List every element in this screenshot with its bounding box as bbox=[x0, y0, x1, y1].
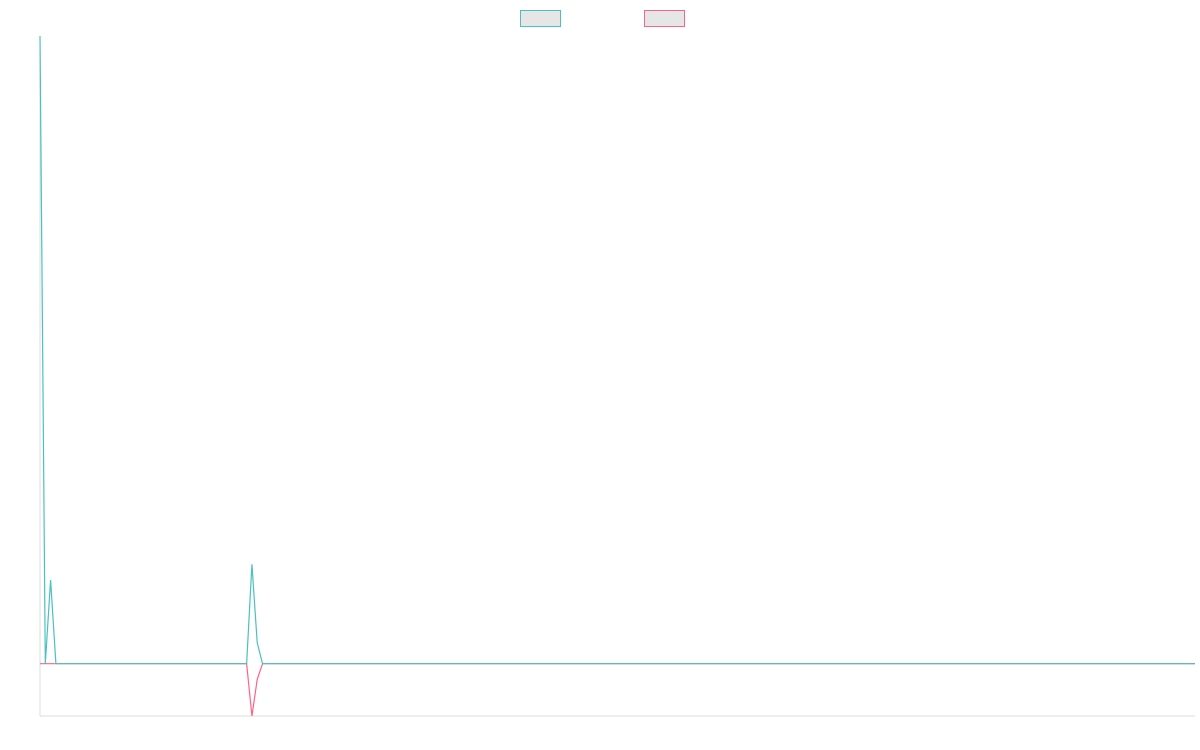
series-1-line bbox=[39, 35, 1195, 665]
series-2 bbox=[40, 663, 1195, 717]
legend-swatch-2[interactable] bbox=[644, 10, 685, 27]
legend[interactable] bbox=[520, 10, 685, 27]
legend-swatch-1[interactable] bbox=[520, 10, 561, 27]
series-1 bbox=[39, 35, 1195, 665]
axes bbox=[39, 36, 1195, 717]
plot-area bbox=[39, 35, 1195, 717]
series-2-line bbox=[40, 663, 1195, 717]
